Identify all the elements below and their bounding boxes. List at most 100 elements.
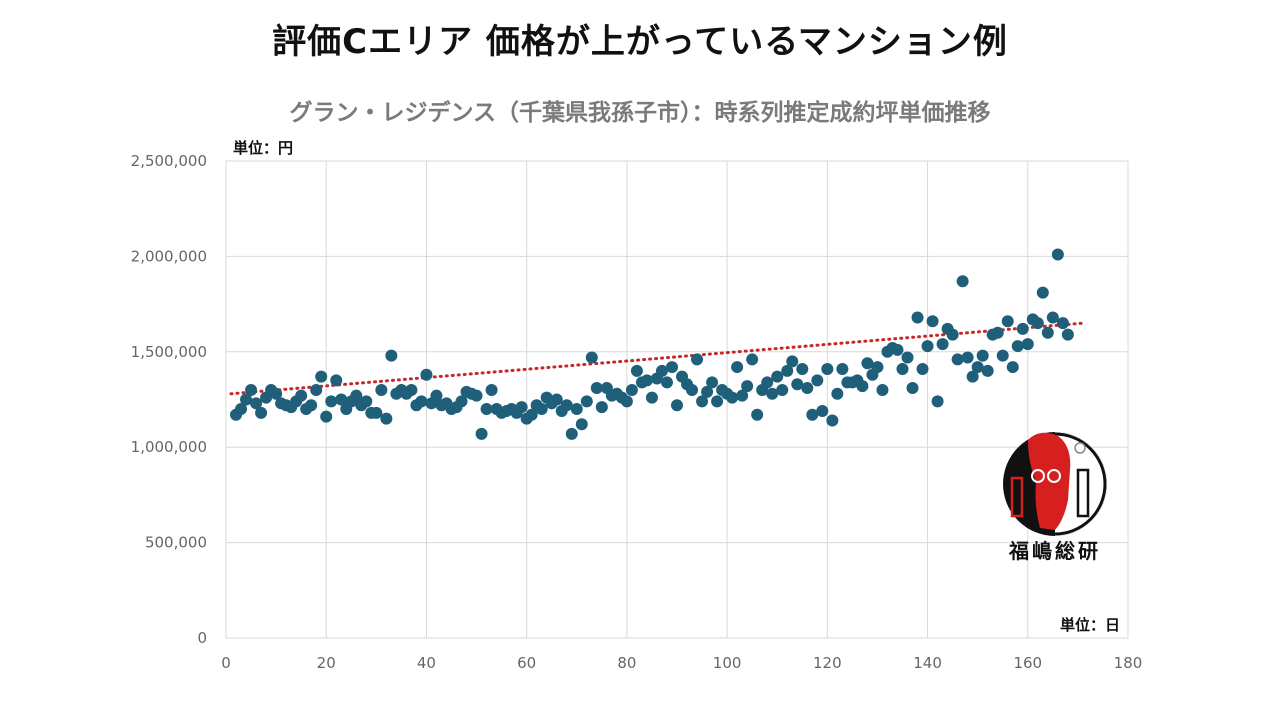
grid — [225, 160, 1129, 639]
data-point — [891, 343, 904, 356]
data-point — [585, 351, 598, 364]
data-point — [295, 389, 308, 402]
data-point — [325, 395, 338, 408]
data-point — [726, 391, 739, 404]
x-unit-label: 単位：日 — [1060, 616, 1120, 634]
data-point — [480, 403, 493, 416]
data-point — [430, 389, 443, 402]
data-point — [515, 401, 528, 414]
data-point — [1016, 322, 1029, 335]
data-point — [971, 361, 984, 374]
data-point — [861, 357, 874, 370]
data-point — [570, 403, 583, 416]
data-point — [660, 376, 673, 389]
data-point — [801, 382, 814, 395]
logo-gear-icon — [1074, 442, 1086, 454]
data-point — [871, 361, 884, 374]
data-point — [310, 383, 323, 396]
data-point — [816, 404, 829, 417]
data-point — [796, 362, 809, 375]
data-point — [966, 370, 979, 383]
x-tick-label: 60 — [517, 654, 536, 672]
data-point — [1051, 248, 1064, 261]
data-point — [921, 340, 934, 353]
logo-building-icon — [1010, 476, 1024, 518]
data-point — [1031, 317, 1044, 330]
data-point — [761, 376, 774, 389]
logo: 福嶋総研 — [1003, 432, 1107, 563]
data-point — [686, 383, 699, 396]
data-point — [1046, 311, 1059, 324]
data-point — [305, 399, 318, 412]
data-point — [645, 391, 658, 404]
data-point — [826, 414, 839, 427]
data-point — [736, 389, 749, 402]
data-point — [1056, 317, 1069, 330]
data-point — [380, 412, 393, 425]
data-point — [781, 364, 794, 377]
data-point — [235, 403, 248, 416]
data-point — [665, 361, 678, 374]
data-point — [976, 349, 989, 362]
data-point — [590, 382, 603, 395]
y-tick-label: 500,000 — [145, 534, 207, 552]
x-tick-label: 80 — [617, 654, 636, 672]
data-point — [565, 427, 578, 440]
data-point — [771, 370, 784, 383]
y-unit-label: 単位：円 — [233, 139, 293, 157]
page-title: 評価Cエリア 価格が上がっているマンション例 — [272, 22, 1008, 62]
data-point — [731, 361, 744, 374]
data-point — [931, 395, 944, 408]
data-point — [385, 349, 398, 362]
data-point — [320, 410, 333, 423]
y-tick-label: 2,000,000 — [131, 247, 207, 265]
trendline-layer — [229, 321, 1085, 396]
data-point — [951, 353, 964, 366]
logo-glasses-icon-2 — [1047, 469, 1061, 483]
data-point — [751, 408, 764, 421]
data-point — [906, 382, 919, 395]
data-point — [255, 406, 268, 419]
data-point — [245, 383, 258, 396]
data-point — [956, 275, 969, 288]
x-tick-label: 20 — [317, 654, 336, 672]
data-point — [766, 387, 779, 400]
y-tick-label: 2,500,000 — [131, 152, 207, 170]
x-tick-label: 0 — [221, 654, 231, 672]
data-point — [961, 351, 974, 364]
chart-title: グラン・レジデンス（千葉県我孫子市）：時系列推定成約坪単価推移 — [289, 99, 990, 126]
x-tick-label: 100 — [713, 654, 742, 672]
data-point — [916, 362, 929, 375]
data-point — [981, 364, 994, 377]
data-point — [560, 399, 573, 412]
data-point — [776, 383, 789, 396]
x-tick-label: 40 — [417, 654, 436, 672]
data-point — [1001, 315, 1014, 328]
data-point — [896, 362, 909, 375]
data-point — [1006, 361, 1019, 374]
data-point — [360, 395, 373, 408]
data-point — [640, 374, 653, 387]
data-point — [620, 395, 633, 408]
data-point — [701, 385, 714, 398]
logo-ring — [1003, 432, 1107, 536]
data-point — [836, 362, 849, 375]
data-point — [375, 383, 388, 396]
data-point — [655, 364, 668, 377]
x-tick-label: 140 — [913, 654, 942, 672]
data-point — [335, 393, 348, 406]
data-point — [1061, 328, 1074, 341]
x-tick-label: 160 — [1013, 654, 1042, 672]
data-point — [485, 383, 498, 396]
data-point — [250, 397, 263, 410]
data-point — [991, 326, 1004, 339]
data-point — [525, 408, 538, 421]
data-point — [876, 383, 889, 396]
data-point — [1011, 340, 1024, 353]
data-point — [691, 353, 704, 366]
data-point — [550, 393, 563, 406]
data-point — [711, 395, 724, 408]
data-point — [811, 374, 824, 387]
data-point — [946, 328, 959, 341]
